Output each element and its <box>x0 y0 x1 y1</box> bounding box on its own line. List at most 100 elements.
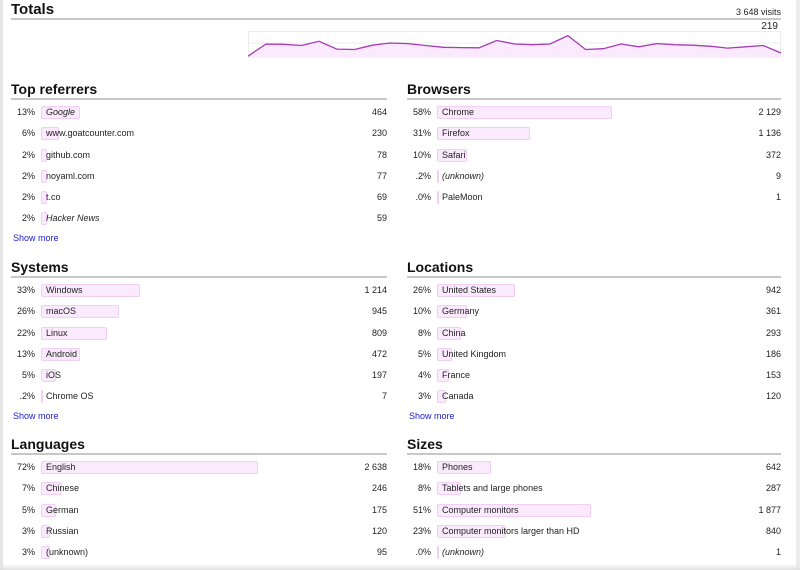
chart-area <box>248 35 781 58</box>
percentage-bar <box>41 169 48 183</box>
list-item[interactable]: 26% United States 942 <box>407 280 781 301</box>
percent-label: 4% <box>417 370 431 381</box>
list-item[interactable]: 10% Safari 372 <box>407 145 781 166</box>
list-item[interactable]: 72% English 2 638 <box>11 457 387 478</box>
list-item[interactable]: 13% Google 464 <box>11 102 387 123</box>
list-item[interactable]: 4% France 153 <box>407 365 781 386</box>
item-name: Phones <box>442 462 473 472</box>
item-count: 1 <box>775 192 781 203</box>
section-title: Browsers <box>407 81 471 97</box>
item-count: 293 <box>765 327 781 338</box>
list-item[interactable]: 5% United Kingdom 186 <box>407 344 781 365</box>
bottom-fade <box>0 564 800 570</box>
percentage-bar <box>437 503 591 517</box>
section-title: Sizes <box>407 436 443 452</box>
item-count: 78 <box>376 149 387 160</box>
list-item[interactable]: 22% Linux 809 <box>11 323 387 344</box>
list-item[interactable]: .0% PaleMoon 1 <box>407 187 781 208</box>
item-name: Computer monitors <box>442 504 519 515</box>
item-count: 9 <box>775 170 781 181</box>
page-scrollbar-track[interactable] <box>796 0 800 570</box>
list-item[interactable]: 2% github.com 78 <box>11 145 387 166</box>
item-count: 175 <box>371 504 387 515</box>
item-name: United States <box>442 285 497 295</box>
list-item[interactable]: 26% macOS 945 <box>11 301 387 322</box>
list-item[interactable]: .2% (unknown) 9 <box>407 166 781 187</box>
list-item[interactable]: 8% Tablets and large phones 287 <box>407 478 781 499</box>
item-name: Tablets and large phones <box>442 483 543 494</box>
list-item[interactable]: 13% Android 472 <box>11 344 387 365</box>
percent-label: 18% <box>412 462 431 472</box>
item-name: Russian <box>46 525 79 536</box>
item-name: (unknown) <box>442 547 485 558</box>
totals-chart[interactable] <box>248 31 781 59</box>
percent-label: 10% <box>412 149 431 160</box>
percentage-bar <box>437 169 439 183</box>
item-count: 7 <box>381 391 387 402</box>
item-count: 1 877 <box>758 504 781 515</box>
list-item[interactable]: 23% Computer monitors larger than HD 840 <box>407 521 781 542</box>
percent-label: 23% <box>412 525 431 536</box>
list-item[interactable]: 7% Chinese 246 <box>11 478 387 499</box>
item-name: France <box>442 370 471 381</box>
item-name: www.goatcounter.com <box>46 128 135 139</box>
percent-label: 7% <box>21 483 35 494</box>
list-item[interactable]: 2% noyaml.com 77 <box>11 166 387 187</box>
totals-title: Totals <box>11 1 55 18</box>
list-item[interactable]: 58% Chrome 2 129 <box>407 102 781 123</box>
locations-show-more-link[interactable]: Show more <box>409 410 455 421</box>
percent-label: 2% <box>21 170 35 181</box>
item-count: 1 136 <box>758 128 781 139</box>
item-count: 2 638 <box>364 462 387 472</box>
section-title: Languages <box>11 436 85 452</box>
list-item[interactable]: 31% Firefox 1 136 <box>407 123 781 144</box>
item-name: (unknown) <box>46 547 89 558</box>
item-count: 95 <box>376 547 387 558</box>
item-count: 59 <box>376 213 387 224</box>
list-item[interactable]: 33% Windows 1 214 <box>11 280 387 301</box>
section-divider <box>407 98 781 100</box>
list-item[interactable]: 3% Canada 120 <box>407 386 781 407</box>
list-item[interactable]: 5% German 175 <box>11 500 387 521</box>
item-count: 809 <box>371 327 387 338</box>
list-item[interactable]: 8% China 293 <box>407 323 781 344</box>
list-item[interactable]: 18% Phones 642 <box>407 457 781 478</box>
percentage-bar <box>41 390 43 404</box>
list-item[interactable]: .2% Chrome OS 7 <box>11 386 387 407</box>
item-count: 120 <box>371 525 387 536</box>
systems-show-more-link[interactable]: Show more <box>13 410 59 421</box>
percentage-bar <box>41 369 57 383</box>
list-item[interactable]: 2% Hacker News 59 <box>11 208 387 229</box>
item-name: github.com <box>46 149 91 160</box>
chart-max-label: 219 <box>761 21 778 32</box>
percentage-bar <box>437 482 462 496</box>
item-name: Canada <box>442 391 474 402</box>
list-item[interactable]: 3% (unknown) 95 <box>11 542 387 563</box>
item-name: Google <box>46 107 76 117</box>
totals-divider <box>11 18 781 20</box>
item-count: 186 <box>765 348 781 359</box>
list-item[interactable]: .0% (unknown) 1 <box>407 542 781 563</box>
item-count: 77 <box>376 170 387 181</box>
section-title: Locations <box>407 259 474 275</box>
list-item[interactable]: 2% t.co 69 <box>11 187 387 208</box>
item-name: Safari <box>442 149 466 160</box>
list-item[interactable]: 10% Germany 361 <box>407 301 781 322</box>
referrers-show-more-link[interactable]: Show more <box>13 232 59 243</box>
percent-label: 31% <box>412 128 431 139</box>
item-name: Hacker News <box>46 213 100 224</box>
list-item[interactable]: 6% www.goatcounter.com 230 <box>11 123 387 144</box>
item-name: United Kingdom <box>442 348 507 359</box>
percent-label: 5% <box>21 504 35 515</box>
list-item[interactable]: 3% Russian 120 <box>11 521 387 542</box>
percentage-bar <box>437 326 462 340</box>
list-item[interactable]: 51% Computer monitors 1 877 <box>407 500 781 521</box>
item-count: 464 <box>371 107 387 117</box>
percentage-bar <box>437 191 439 205</box>
totals-visits-count: 3 648 visits <box>735 7 781 17</box>
list-item[interactable]: 5% iOS 197 <box>11 365 387 386</box>
item-count: 840 <box>765 525 781 536</box>
percent-label: .0% <box>415 547 431 558</box>
item-name: Chrome <box>442 107 475 117</box>
languages-list: 72% English 2 638 7% Chinese 246 5% German 175 3%… <box>11 457 387 563</box>
